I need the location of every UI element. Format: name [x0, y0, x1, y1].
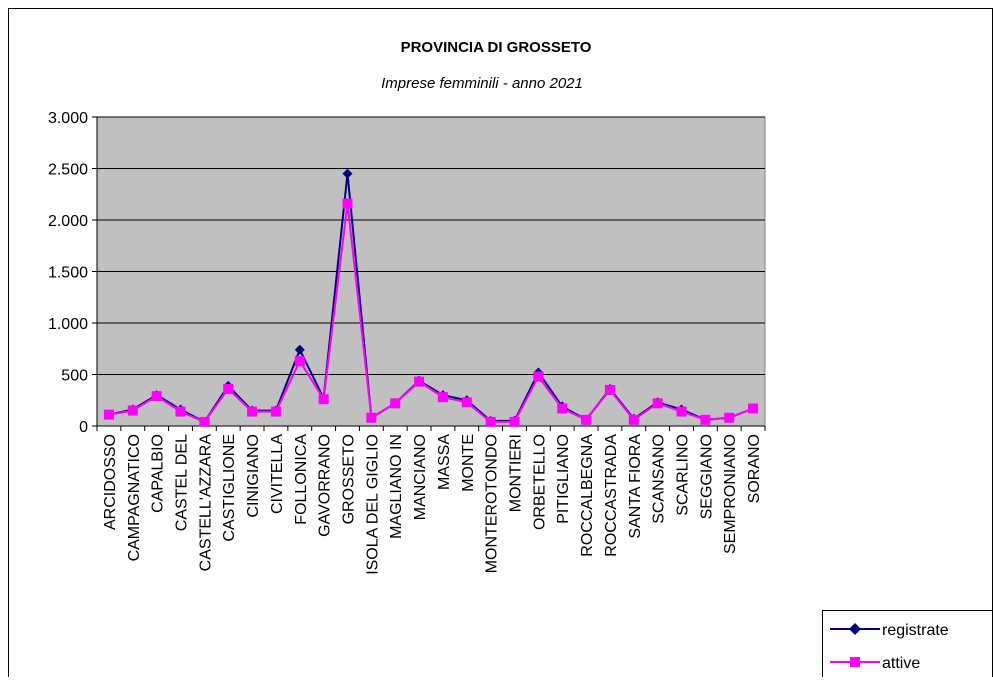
data-point-attive [604, 384, 615, 395]
series-lines [103, 168, 759, 427]
data-point-attive [724, 412, 735, 423]
data-point-attive [390, 398, 401, 409]
x-tick-label: GAVORRANO [317, 434, 334, 537]
data-point-attive [676, 406, 687, 417]
data-point-attive [175, 406, 186, 417]
data-point-attive [748, 403, 759, 414]
x-tick-label: CAMPAGNATICO [126, 434, 143, 561]
data-point-attive [533, 371, 544, 382]
y-tick-label: 500 [61, 368, 88, 385]
data-point-registrate [294, 344, 305, 355]
data-point-attive [294, 356, 305, 367]
data-point-attive [652, 398, 663, 409]
x-tick-label: MONTEROTONDO [484, 434, 501, 573]
x-tick-label: GROSSETO [341, 434, 358, 524]
data-point-attive [509, 416, 520, 427]
legend-label-attive: attive [882, 655, 920, 672]
data-point-attive [151, 391, 162, 402]
y-tick-label: 1.500 [48, 265, 88, 282]
legend-marker-attive [850, 657, 860, 667]
x-tick-label: SORANO [746, 434, 763, 503]
data-point-attive [437, 392, 448, 403]
x-tick-label: CASTEL DEL [174, 434, 191, 531]
x-tick-label: ORBETELLO [531, 434, 548, 530]
legend-marker-registrate [849, 623, 861, 635]
x-tick-label: CIVITELLA [269, 434, 286, 514]
y-tick-label: 0 [79, 419, 88, 436]
legend-label-registrate: registrate [882, 622, 949, 639]
x-tick-label: CAPALBIO [150, 434, 167, 513]
gridlines [97, 116, 765, 375]
x-tick-label: CASTIGLIONE [221, 434, 238, 542]
x-tick-label: ROCCASTRADA [603, 434, 620, 557]
y-tick-label: 2.000 [48, 213, 88, 230]
x-tick-label: CINIGIANO [245, 434, 262, 518]
x-tick-label: MAGLIANO IN [388, 434, 405, 539]
x-tick-label: SANTA FIORA [627, 434, 644, 539]
series-attive [103, 198, 759, 427]
data-point-attive [318, 394, 329, 405]
x-tick-label: MONTE [460, 434, 477, 492]
data-point-attive [223, 383, 234, 394]
x-tick-label: FOLLONICA [293, 434, 310, 525]
y-tick-label: 1.000 [48, 316, 88, 333]
data-point-attive [127, 405, 138, 416]
y-tick-label: 2.500 [48, 162, 88, 179]
y-axis: 0 500 1.000 1.500 2.000 2.500 3.000 [48, 110, 98, 436]
x-tick-label: SCARLINO [675, 434, 692, 516]
x-tick-label: SCANSANO [651, 434, 668, 524]
data-point-attive [461, 397, 472, 408]
x-tick-label: SEMPRONIANO [722, 434, 739, 554]
data-point-attive [628, 414, 639, 425]
x-tick-label: CASTELL'AZZARA [197, 434, 214, 572]
series-line-attive [108, 203, 754, 424]
x-tick-label: MANCIANO [412, 434, 429, 520]
data-point-attive [366, 412, 377, 423]
x-tick-label: ARCIDOSSO [102, 434, 119, 530]
data-point-attive [199, 416, 210, 427]
chart-title: PROVINCIA DI GROSSETO [401, 39, 592, 56]
data-point-attive [581, 414, 592, 425]
data-point-attive [485, 416, 496, 427]
x-tick-label: ROCCALBEGNA [579, 434, 596, 557]
x-tick-label: SEGGIANO [698, 434, 715, 519]
x-tick-label: MONTIERI [508, 434, 525, 512]
data-point-registrate [342, 168, 353, 179]
legend: registrate attive [822, 610, 993, 682]
data-point-attive [557, 403, 568, 414]
data-point-attive [103, 409, 114, 420]
data-point-attive [414, 376, 425, 387]
x-tick-label: MASSA [436, 434, 453, 490]
x-tick-label: ISOLA DEL GIGLIO [364, 434, 381, 575]
data-point-attive [342, 198, 353, 209]
data-point-attive [700, 414, 711, 425]
y-tick-label: 3.000 [48, 110, 88, 127]
data-point-attive [270, 406, 281, 417]
x-axis: ARCIDOSSO CAMPAGNATICO CAPALBIO CASTEL DEL C… [96, 425, 766, 575]
legend-box [822, 610, 993, 682]
data-point-attive [247, 406, 258, 417]
x-tick-label: PITIGLIANO [555, 434, 572, 524]
chart-subtitle: Imprese femminili - anno 2021 [381, 75, 583, 92]
